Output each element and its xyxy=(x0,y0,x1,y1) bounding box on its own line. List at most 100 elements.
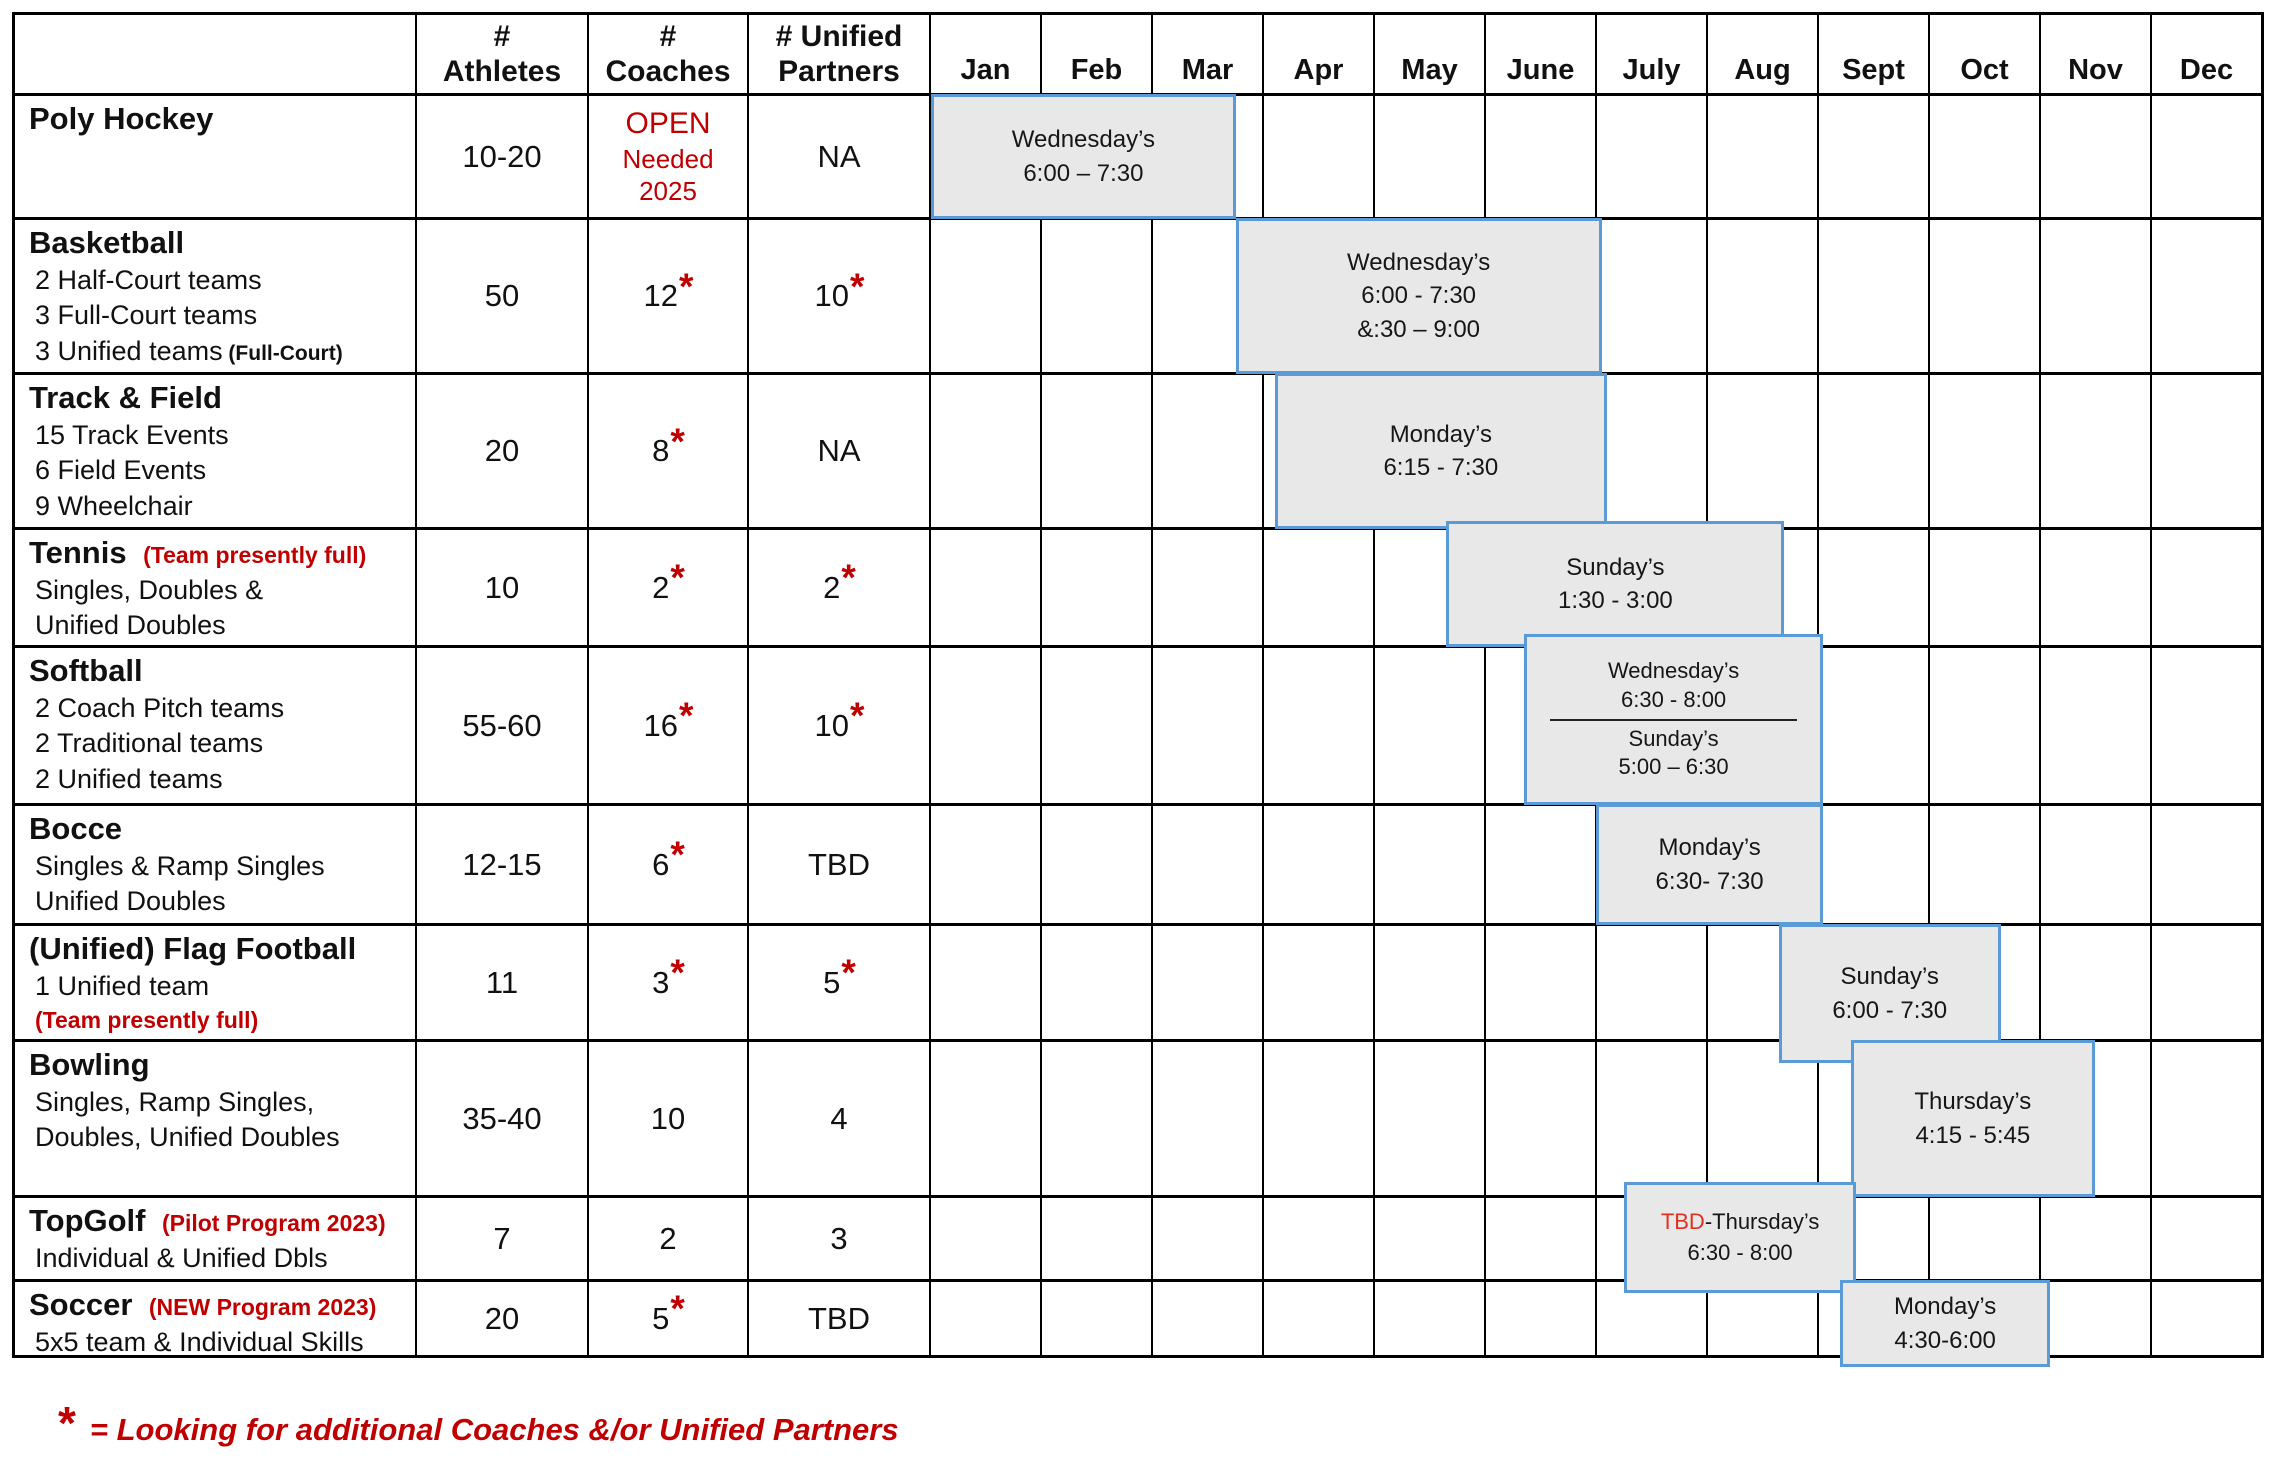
sport-details: 1 Unified team (Team presently full) xyxy=(29,969,409,1037)
month-cell xyxy=(1819,96,1930,217)
months-track: Thursday’s 4:15 - 5:45 xyxy=(931,1040,2261,1197)
sport-detail: 3 Full-Court teams xyxy=(35,300,258,331)
month-header: June xyxy=(1486,15,1597,93)
sport-name: Poly Hockey xyxy=(29,101,214,136)
athletes-count: 20 xyxy=(417,375,589,527)
block-line: &:30 – 9:00 xyxy=(1357,315,1481,343)
cell-value: TBD xyxy=(808,846,870,882)
schedule-block: Wednesday’s 6:30 - 8:00 Sunday’s 5:00 – 6:3… xyxy=(1523,634,1824,805)
month-cell xyxy=(2041,220,2152,372)
months-track: Monday’s 6:15 - 7:30 xyxy=(931,373,2261,529)
block-text: -Thursday’s xyxy=(1704,1209,1820,1235)
sport-row: Basketball 2 Half-Court teams 3 Full-Cour… xyxy=(15,217,2261,374)
coaches-count: 2 * xyxy=(589,530,749,645)
footnote-asterisk-icon: * xyxy=(58,1397,76,1449)
coaches-count: 5 * xyxy=(589,1282,749,1355)
month-cell xyxy=(1153,648,1264,803)
month-cell xyxy=(1486,1198,1597,1279)
sport-details: Singles, Ramp Singles, Doubles, Unified D… xyxy=(29,1085,409,1156)
header-sport xyxy=(15,15,417,93)
athletes-count: 35-40 xyxy=(417,1042,589,1195)
sport-row: Track & Field 15 Track Events 6 Field Eve… xyxy=(15,372,2261,529)
month-cell xyxy=(2041,1198,2152,1279)
needs-more-asterisk: * xyxy=(841,951,856,993)
month-cell xyxy=(1375,1198,1486,1279)
month-cell xyxy=(1597,375,1708,527)
month-cell xyxy=(1153,806,1264,923)
needs-more-asterisk: * xyxy=(850,694,865,736)
sport-details: 5x5 team & Individual Skills xyxy=(29,1325,409,1361)
month-cell xyxy=(2041,96,2152,217)
needs-more-asterisk: * xyxy=(850,264,865,307)
month-cell xyxy=(2041,648,2152,803)
month-header: Feb xyxy=(1042,15,1153,93)
month-cell xyxy=(1819,648,1930,803)
block-line: Monday’s xyxy=(1658,834,1761,862)
month-cell xyxy=(931,375,1042,527)
sport-detail: 2 Coach Pitch teams xyxy=(35,692,285,723)
sport-cell: (Unified) Flag Football 1 Unified team (T… xyxy=(15,926,417,1039)
sport-row: Poly Hockey 10-20 OPEN Needed 2025 NA Wedn… xyxy=(15,93,2261,219)
needs-more-asterisk: * xyxy=(670,833,685,875)
month-cell xyxy=(1930,806,2041,923)
month-cell xyxy=(1819,375,1930,527)
athletes-count: 10-20 xyxy=(417,96,589,217)
coaches-count: 2 xyxy=(589,1198,749,1279)
cell-value: 12-15 xyxy=(462,846,542,882)
month-header: Mar xyxy=(1153,15,1264,93)
unified-partners-count: NA xyxy=(749,96,931,217)
table-header-row: # Athletes # Coaches # Unified Partners … xyxy=(15,15,2261,93)
sport-detail: Singles, Ramp Singles, xyxy=(35,1086,315,1117)
block-line: TBD-Thursday’s xyxy=(1661,1207,1820,1237)
coaches-count: 6 * xyxy=(589,806,749,923)
athletes-count: 12-15 xyxy=(417,806,589,923)
coaches-count: OPEN Needed 2025 xyxy=(589,96,749,217)
month-cell xyxy=(2152,375,2261,527)
cell-value: NA xyxy=(817,138,861,174)
sport-detail: Doubles, Unified Doubles xyxy=(35,1122,340,1153)
sport-name: Softball xyxy=(29,653,143,688)
cell-value: 50 xyxy=(484,278,520,313)
block-line: 6:30 - 8:00 xyxy=(1687,1239,1793,1265)
month-cell xyxy=(1264,806,1375,923)
month-cell xyxy=(1819,806,1930,923)
sport-detail: 5x5 team & Individual Skills xyxy=(35,1326,364,1357)
month-cell xyxy=(931,530,1042,645)
month-cell xyxy=(1264,1042,1375,1195)
block-line: Sunday’s xyxy=(1628,725,1719,751)
coaches-count: 12 * xyxy=(589,220,749,372)
month-cell xyxy=(1042,806,1153,923)
month-cell xyxy=(1264,926,1375,1039)
cell-value: 2 xyxy=(659,1220,677,1256)
cell-value: 11 xyxy=(485,964,519,1000)
month-cell xyxy=(1264,1282,1375,1355)
month-cell xyxy=(1375,806,1486,923)
block-line: Thursday’s xyxy=(1914,1088,2032,1116)
month-cell xyxy=(1597,926,1708,1039)
month-cell xyxy=(1375,1042,1486,1195)
month-cell xyxy=(1819,530,1930,645)
month-cell xyxy=(931,926,1042,1039)
cell-value: 12 xyxy=(643,278,678,313)
month-cell xyxy=(1042,648,1153,803)
schedule-block: Monday’s 6:15 - 7:30 xyxy=(1274,373,1608,529)
cell-value: 10 xyxy=(814,278,849,313)
sport-detail: 15 Track Events xyxy=(35,419,229,450)
footnote-text: = Looking for additional Coaches &/or Un… xyxy=(89,1412,899,1447)
sport-details: 2 Coach Pitch teams 2 Traditional teams 2 … xyxy=(29,691,409,798)
unified-partners-count: 2 * xyxy=(749,530,931,645)
sport-detail: 9 Wheelchair xyxy=(35,491,193,521)
month-cell xyxy=(2041,926,2152,1039)
needs-more-asterisk: * xyxy=(679,694,694,736)
month-cell xyxy=(1375,96,1486,217)
month-cell xyxy=(1042,220,1153,372)
schedule-block: Wednesday’s 6:00 - 7:30 &:30 – 9:00 xyxy=(1235,218,1602,374)
month-cell xyxy=(2152,926,2261,1039)
sport-name: Basketball xyxy=(29,225,185,260)
block-line: 6:30- 7:30 xyxy=(1655,867,1764,895)
block-line: 6:30 - 8:00 xyxy=(1620,686,1727,712)
month-cell xyxy=(931,1282,1042,1355)
sport-note: (NEW Program 2023) xyxy=(148,1294,377,1320)
block-line: 6:00 - 7:30 xyxy=(1832,996,1948,1024)
sport-details: Individual & Unified Dbls xyxy=(29,1241,409,1277)
